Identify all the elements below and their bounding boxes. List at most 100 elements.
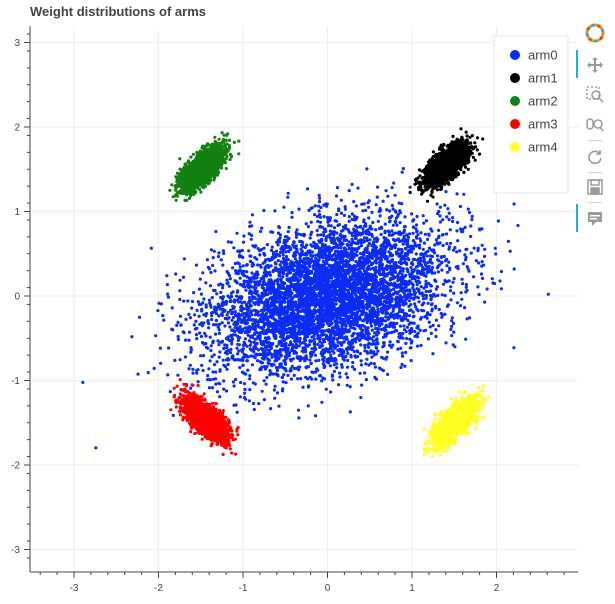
point-arm0 <box>477 261 481 265</box>
point-arm0 <box>313 348 317 352</box>
point-arm0 <box>344 223 348 228</box>
point-arm0 <box>436 270 440 274</box>
point-arm0 <box>400 202 404 206</box>
point-arm0 <box>355 253 359 257</box>
point-arm0 <box>271 268 275 272</box>
point-arm0 <box>287 225 291 229</box>
point-arm0 <box>199 292 203 296</box>
point-arm0 <box>182 299 186 303</box>
point-arm0 <box>442 254 446 258</box>
point-arm0 <box>287 343 292 347</box>
point-arm0 <box>186 299 190 303</box>
point-arm0 <box>192 323 196 327</box>
point-arm0 <box>406 289 410 293</box>
point-arm0 <box>193 313 197 317</box>
point-arm0 <box>444 190 448 194</box>
point-arm0 <box>273 359 277 363</box>
point-arm0 <box>209 344 213 348</box>
point-arm0 <box>431 352 435 356</box>
point-arm0 <box>309 361 313 365</box>
point-arm0 <box>317 200 322 204</box>
point-arm0 <box>335 231 339 235</box>
point-arm0 <box>389 247 393 251</box>
point-arm0 <box>237 300 241 304</box>
point-arm0 <box>360 202 364 206</box>
point-arm0 <box>388 278 392 282</box>
point-arm0 <box>318 374 322 378</box>
point-arm0 <box>401 256 405 260</box>
point-arm0 <box>279 277 283 281</box>
point-arm0 <box>294 235 298 239</box>
point-arm0 <box>373 375 377 379</box>
point-arm0 <box>203 331 207 335</box>
point-arm0 <box>210 314 214 318</box>
point-arm0 <box>224 389 229 393</box>
point-arm0 <box>207 367 211 371</box>
point-arm0 <box>426 237 430 241</box>
point-arm0 <box>424 289 428 294</box>
point-arm0 <box>362 218 366 222</box>
point-arm0 <box>440 293 444 297</box>
point-arm0 <box>323 243 327 247</box>
point-arm0 <box>214 323 218 327</box>
point-arm0 <box>262 379 266 383</box>
point-arm0 <box>287 351 292 355</box>
point-arm0 <box>462 192 466 196</box>
point-arm0 <box>469 234 473 239</box>
point-arm0 <box>294 232 299 237</box>
point-arm0 <box>381 302 385 306</box>
point-arm0 <box>331 349 335 353</box>
point-arm0 <box>285 290 289 294</box>
point-arm0 <box>376 185 380 189</box>
point-arm0 <box>273 396 277 400</box>
point-arm0 <box>269 264 273 268</box>
point-arm0 <box>244 397 248 401</box>
point-arm0 <box>458 204 462 209</box>
point-arm0 <box>451 216 455 220</box>
point-arm0 <box>415 326 419 330</box>
point-arm0 <box>371 220 375 225</box>
point-arm0 <box>171 413 175 417</box>
point-arm0 <box>94 446 98 450</box>
point-arm0 <box>175 323 179 327</box>
point-arm0 <box>395 329 399 333</box>
point-arm0 <box>225 352 229 356</box>
grid <box>30 26 578 572</box>
point-arm0 <box>194 333 198 337</box>
point-arm0 <box>306 187 310 191</box>
point-arm0 <box>452 291 456 295</box>
point-arm0 <box>268 369 272 373</box>
point-arm0 <box>339 341 343 345</box>
point-arm0 <box>373 342 378 346</box>
point-arm0 <box>238 296 242 300</box>
point-arm0 <box>420 268 424 273</box>
point-arm0 <box>298 365 302 369</box>
point-arm0 <box>197 287 201 291</box>
point-arm0 <box>318 323 322 327</box>
point-arm0 <box>400 170 404 174</box>
point-arm0 <box>312 322 316 326</box>
point-arm0 <box>356 288 360 292</box>
point-arm0 <box>352 338 356 342</box>
point-arm0 <box>183 355 188 359</box>
point-arm0 <box>305 328 309 332</box>
point-arm0 <box>248 298 252 303</box>
point-arm0 <box>238 365 242 370</box>
point-arm0 <box>191 367 195 371</box>
point-arm0 <box>355 249 359 253</box>
point-arm0 <box>419 231 423 235</box>
point-arm0 <box>315 261 319 265</box>
point-arm0 <box>304 222 308 226</box>
point-arm0 <box>286 230 290 234</box>
point-arm0 <box>312 337 316 341</box>
point-arm0 <box>321 333 325 337</box>
point-arm0 <box>367 276 371 280</box>
point-arm0 <box>255 276 259 280</box>
point-arm0 <box>430 309 434 313</box>
point-arm0 <box>382 341 386 345</box>
point-arm0 <box>375 195 379 199</box>
point-arm0 <box>438 205 442 209</box>
point-arm0 <box>358 352 362 356</box>
point-arm0 <box>370 316 374 320</box>
